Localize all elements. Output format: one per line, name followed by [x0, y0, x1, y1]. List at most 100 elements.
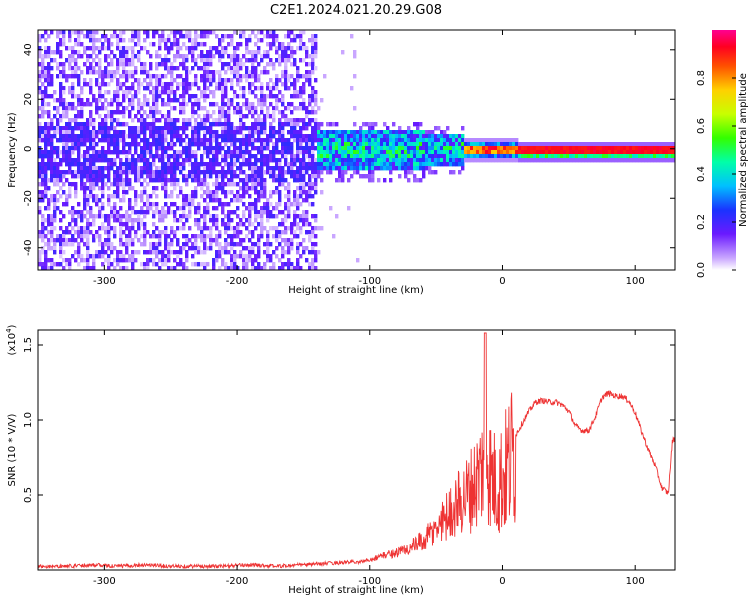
spectrogram-cell: [269, 58, 273, 63]
spectrogram-cell: [41, 250, 45, 255]
spectrogram-cell: [98, 166, 102, 171]
spectrogram-cell: [203, 122, 207, 127]
spectrogram-cell: [467, 158, 471, 163]
spectrogram-cell: [170, 242, 174, 247]
spectrogram-cell: [134, 90, 138, 95]
spectrogram-cell: [206, 118, 210, 123]
spectrogram-cell: [440, 142, 444, 147]
spectrogram-cell: [140, 118, 144, 123]
spectrogram-cell: [350, 174, 354, 179]
spectrogram-cell: [314, 226, 318, 231]
spectrogram-cell: [473, 142, 477, 147]
spectrogram-cell: [218, 182, 222, 187]
spectrogram-cell: [203, 62, 207, 67]
spectrogram-cell: [185, 258, 189, 263]
spectrogram-cell: [266, 114, 270, 119]
spectrogram-cell: [314, 50, 318, 55]
spectrogram-cell: [86, 218, 90, 223]
spectrogram-cell: [71, 50, 75, 55]
spectrogram-cell: [386, 158, 390, 163]
spectrogram-cell: [203, 66, 207, 71]
spectrogram-cell: [116, 46, 120, 51]
spectrogram-cell: [302, 150, 306, 155]
spectrogram-cell: [467, 142, 471, 147]
spectrogram-cell: [116, 194, 120, 199]
spectrogram-cell: [293, 62, 297, 67]
spectrogram-cell: [317, 138, 321, 143]
spectrogram-cell: [188, 150, 192, 155]
spectrogram-cell: [440, 134, 444, 139]
spectrogram-cell: [326, 146, 330, 151]
spectrogram-cell: [299, 142, 303, 147]
spectrogram-cell: [224, 246, 228, 251]
spectrogram-cell: [281, 230, 285, 235]
spectrogram-cell: [125, 246, 129, 251]
spectrogram-cell: [206, 234, 210, 239]
spectrogram-cell: [122, 110, 126, 115]
spectrogram-cell: [173, 58, 177, 63]
spectrogram-cell: [383, 178, 387, 183]
spectrogram-cell: [137, 126, 141, 131]
spectrogram-cell: [332, 130, 336, 135]
spectrogram-cell: [50, 142, 54, 147]
spectrogram-cell: [239, 150, 243, 155]
spectrogram-cell: [158, 78, 162, 83]
spectrogram-cell: [302, 162, 306, 167]
spectrogram-cell: [209, 166, 213, 171]
spectrogram-cell: [266, 162, 270, 167]
spectrogram-cell: [68, 58, 72, 63]
spectrogram-cell: [359, 146, 363, 151]
spectrogram-cell: [38, 122, 42, 127]
spectrogram-cell: [275, 174, 279, 179]
spectrogram-cell: [185, 118, 189, 123]
spectrogram-cell: [260, 158, 264, 163]
spectrogram-cell: [146, 166, 150, 171]
spectrogram-cell: [611, 146, 615, 151]
spectrogram-cell: [236, 158, 240, 163]
spectrogram-cell: [182, 98, 186, 103]
spectrogram-cell: [356, 162, 360, 167]
spectrogram-cell: [68, 222, 72, 227]
spectrogram-cell: [164, 46, 168, 51]
spectrogram-cell: [251, 58, 255, 63]
spectrogram-cell: [290, 102, 294, 107]
spectrogram-cell: [371, 170, 375, 175]
spectrogram-cell: [128, 86, 132, 91]
spectrogram-cell: [107, 82, 111, 87]
spectrogram-cell: [101, 150, 105, 155]
spectrogram-cell: [254, 138, 258, 143]
snr-y-label: SNR (10 * V/V): [7, 413, 18, 486]
spectrogram-cell: [239, 166, 243, 171]
spectrogram-cell: [308, 98, 312, 103]
spectrogram-cell: [155, 254, 159, 259]
spectrogram-cell: [242, 138, 246, 143]
spectrogram-cell: [50, 194, 54, 199]
spectrogram-cell: [128, 146, 132, 151]
spectrogram-cell: [146, 30, 150, 35]
spectrogram-cell: [497, 138, 501, 143]
spectrogram-cell: [260, 174, 264, 179]
spectrogram-cell: [152, 250, 156, 255]
spectrogram-cell: [596, 154, 600, 159]
spectrogram-cell: [182, 158, 186, 163]
spectrogram-cell: [389, 170, 393, 175]
spectrogram-cell: [269, 30, 273, 35]
spectrogram-cell: [38, 126, 42, 131]
spectrogram-cell: [485, 158, 489, 163]
spectrogram-cell: [296, 266, 300, 270]
spectrogram-cell: [104, 46, 108, 51]
spectrogram-cell: [335, 134, 339, 139]
spectrogram-cell: [311, 98, 315, 103]
spectrogram-cell: [302, 46, 306, 51]
spectrogram-cell: [131, 158, 135, 163]
spectrogram-cell: [230, 142, 234, 147]
spectrogram-cell: [266, 250, 270, 255]
spectrogram-cell: [200, 170, 204, 175]
spectrogram-cell: [131, 154, 135, 159]
spectrogram-cell: [320, 170, 324, 175]
spectrogram-cell: [257, 118, 261, 123]
spectrogram-cell: [260, 102, 264, 107]
spectrogram-cell: [206, 54, 210, 59]
spectrogram-cell: [467, 146, 471, 151]
spectrogram-cell: [68, 134, 72, 139]
